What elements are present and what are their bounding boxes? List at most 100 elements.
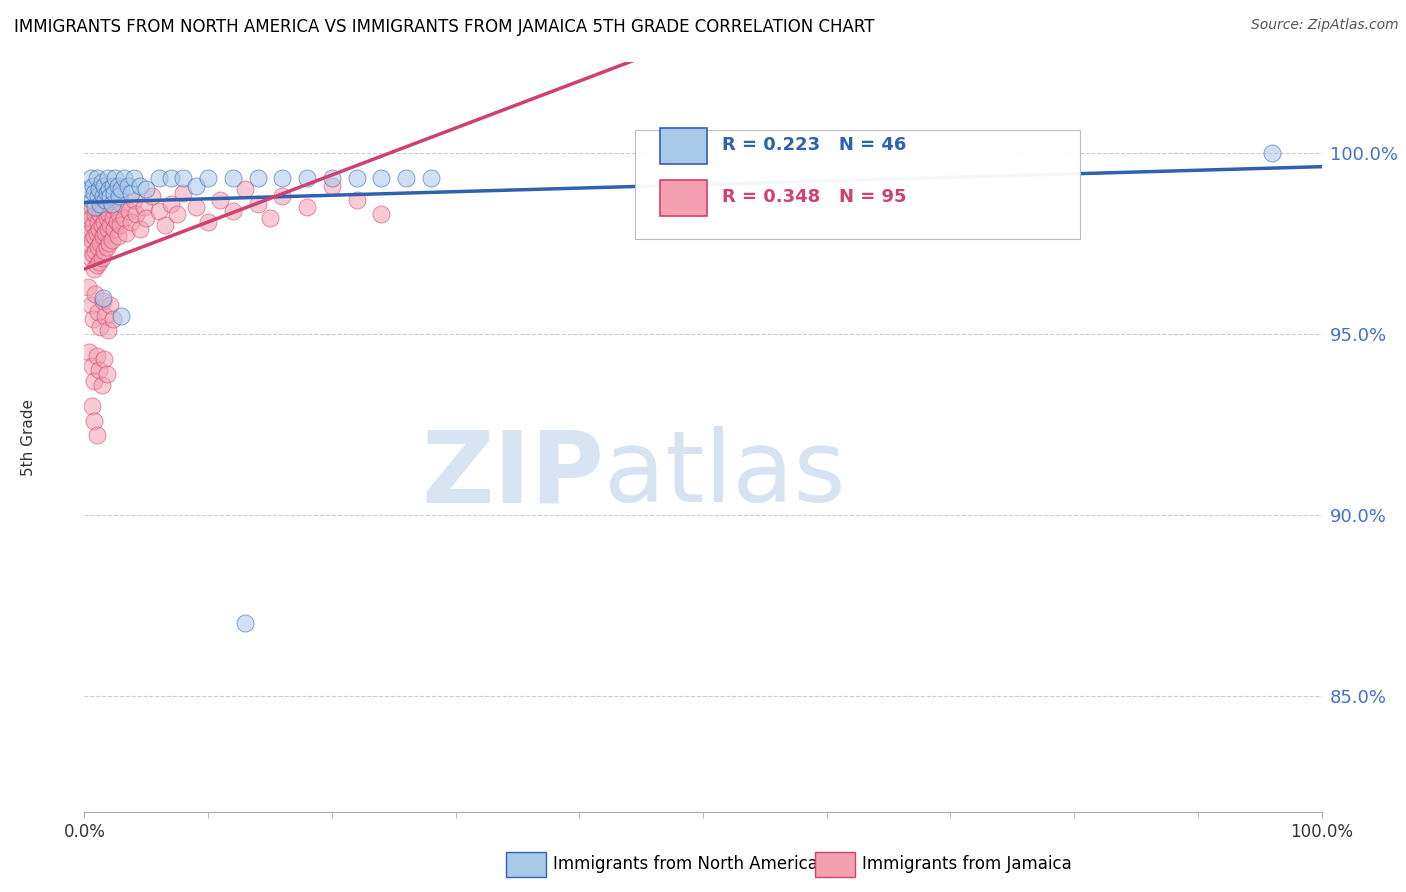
Point bbox=[122, 193, 145, 207]
Point bbox=[77, 236, 100, 251]
Point bbox=[84, 244, 107, 258]
Point bbox=[141, 189, 163, 203]
Point bbox=[172, 171, 194, 186]
Point bbox=[233, 616, 256, 631]
Point bbox=[82, 312, 104, 326]
Point bbox=[86, 349, 108, 363]
Point bbox=[115, 226, 138, 240]
Point bbox=[101, 312, 124, 326]
Point bbox=[77, 203, 100, 218]
Point bbox=[79, 226, 101, 240]
Point bbox=[86, 258, 108, 272]
Point bbox=[94, 200, 117, 214]
Point bbox=[89, 222, 111, 236]
Point bbox=[80, 193, 103, 207]
Point bbox=[184, 200, 207, 214]
Point bbox=[98, 207, 121, 221]
Point bbox=[98, 182, 121, 196]
Text: 5th Grade: 5th Grade bbox=[21, 399, 37, 475]
Point bbox=[160, 196, 183, 211]
Point bbox=[90, 377, 112, 392]
Point bbox=[87, 240, 110, 254]
Point bbox=[419, 171, 441, 186]
Point bbox=[135, 182, 157, 196]
Text: R = 0.223   N = 46: R = 0.223 N = 46 bbox=[721, 136, 905, 153]
Point bbox=[83, 414, 105, 428]
Point bbox=[246, 196, 269, 211]
FancyBboxPatch shape bbox=[636, 130, 1080, 238]
Point bbox=[135, 211, 157, 225]
Point bbox=[90, 251, 112, 265]
Point bbox=[77, 280, 100, 294]
Point bbox=[321, 171, 343, 186]
Point bbox=[82, 219, 104, 233]
Point bbox=[98, 298, 121, 312]
Point bbox=[125, 207, 148, 221]
Point bbox=[79, 171, 101, 186]
Point bbox=[118, 203, 141, 218]
Point bbox=[120, 186, 142, 200]
FancyBboxPatch shape bbox=[659, 128, 707, 163]
Point bbox=[89, 319, 111, 334]
Point bbox=[87, 215, 110, 229]
Point bbox=[107, 229, 129, 244]
Point bbox=[160, 171, 183, 186]
Point bbox=[120, 215, 142, 229]
Point bbox=[103, 186, 125, 200]
Point bbox=[346, 171, 368, 186]
Point bbox=[370, 207, 392, 221]
Point bbox=[79, 298, 101, 312]
Point bbox=[98, 236, 121, 251]
Point bbox=[86, 226, 108, 240]
Point bbox=[83, 229, 105, 244]
Point bbox=[184, 178, 207, 193]
Point bbox=[83, 261, 105, 276]
Point bbox=[86, 171, 108, 186]
Point bbox=[89, 236, 111, 251]
Point bbox=[104, 171, 127, 186]
Point bbox=[93, 352, 115, 367]
Point bbox=[97, 323, 120, 337]
Point bbox=[90, 175, 112, 189]
Point bbox=[84, 287, 107, 301]
Point bbox=[110, 219, 132, 233]
Point bbox=[79, 211, 101, 225]
Point bbox=[132, 200, 155, 214]
Point bbox=[246, 171, 269, 186]
Point bbox=[209, 193, 232, 207]
Point bbox=[166, 207, 188, 221]
Point bbox=[80, 400, 103, 414]
Point bbox=[259, 211, 281, 225]
Point bbox=[96, 367, 118, 381]
Point bbox=[91, 203, 114, 218]
Point bbox=[222, 203, 245, 218]
Point bbox=[87, 305, 110, 319]
Point bbox=[94, 226, 117, 240]
Point bbox=[94, 309, 117, 323]
Text: atlas: atlas bbox=[605, 426, 845, 523]
Text: R = 0.348   N = 95: R = 0.348 N = 95 bbox=[721, 188, 905, 206]
Point bbox=[98, 219, 121, 233]
Point bbox=[148, 203, 170, 218]
Point bbox=[153, 219, 176, 233]
Point bbox=[108, 189, 131, 203]
Text: Immigrants from Jamaica: Immigrants from Jamaica bbox=[862, 855, 1071, 873]
Point bbox=[97, 171, 120, 186]
Point bbox=[77, 182, 100, 196]
Point bbox=[107, 178, 129, 193]
Point bbox=[93, 215, 115, 229]
Point bbox=[295, 171, 318, 186]
Point bbox=[89, 207, 111, 221]
Point bbox=[129, 222, 152, 236]
Point bbox=[83, 374, 105, 388]
Point bbox=[91, 291, 114, 305]
Point bbox=[112, 171, 135, 186]
Point bbox=[271, 171, 294, 186]
Point bbox=[197, 171, 219, 186]
Text: Immigrants from North America: Immigrants from North America bbox=[553, 855, 817, 873]
Point bbox=[89, 182, 111, 196]
Point bbox=[89, 363, 111, 377]
Point bbox=[84, 207, 107, 221]
FancyBboxPatch shape bbox=[659, 180, 707, 216]
Point bbox=[80, 200, 103, 214]
